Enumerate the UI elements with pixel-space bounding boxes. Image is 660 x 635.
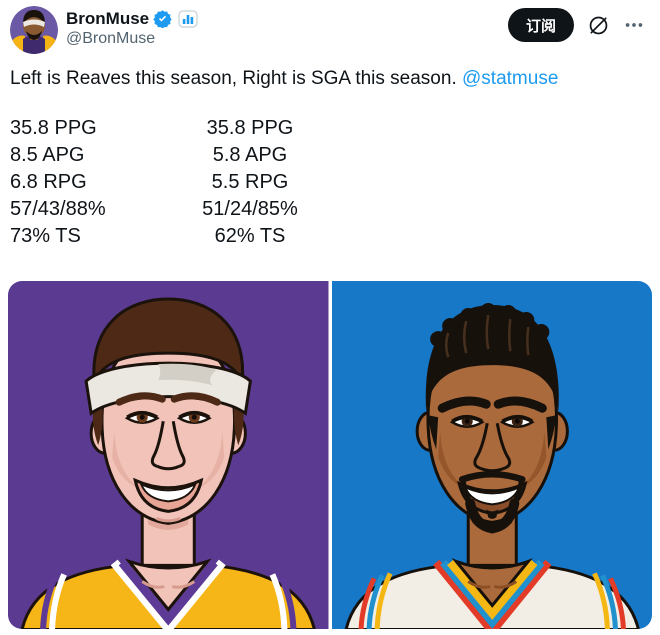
more-ellipsis-icon[interactable] <box>622 13 646 37</box>
header-actions: 订阅 <box>507 8 646 42</box>
subscribe-button[interactable]: 订阅 <box>507 8 574 42</box>
display-name[interactable]: BronMuse <box>66 9 150 28</box>
stat-right-value: 62% TS <box>214 225 286 247</box>
tweet-header: BronMuse @BronMuse <box>0 0 660 54</box>
author-identity: BronMuse @BronMuse <box>66 6 650 49</box>
stat-left-value: 57/43/88% <box>10 198 106 220</box>
player-image-reaves[interactable] <box>8 281 329 629</box>
tweet-text-body: Left is Reaves this season, Right is SGA… <box>10 68 463 89</box>
profile-avatar[interactable] <box>10 6 58 54</box>
stat-right-value: 51/24/85% <box>202 198 298 220</box>
stats-block: 35.8 PPG 35.8 PPG 8.5 APG 5.8 APG 6.8 RPG 5… <box>10 115 660 250</box>
mention-link[interactable]: @statmuse <box>462 68 559 89</box>
tweet-media <box>8 281 652 629</box>
grok-icon[interactable] <box>586 13 610 37</box>
stat-right-value: 5.8 APG <box>212 144 288 166</box>
stat-row: 35.8 PPG 35.8 PPG <box>10 115 660 142</box>
stat-right-value: 35.8 PPG <box>206 117 294 139</box>
stat-row: 8.5 APG 5.8 APG <box>10 142 660 169</box>
stat-row: 73% TS 62% TS <box>10 223 660 250</box>
stat-left-value: 35.8 PPG <box>10 117 97 139</box>
player-image-sga[interactable] <box>331 281 652 629</box>
stat-left-value: 6.8 RPG <box>10 171 87 193</box>
stat-row: 6.8 RPG 5.5 RPG <box>10 169 660 196</box>
verified-badge-icon <box>153 9 172 28</box>
user-handle: @BronMuse <box>66 30 156 47</box>
stat-right-value: 5.5 RPG <box>211 171 289 193</box>
tweet-text: Left is Reaves this season, Right is SGA… <box>10 67 646 91</box>
stat-left-value: 8.5 APG <box>10 144 85 166</box>
analytics-chart-icon <box>178 9 198 28</box>
stat-row: 57/43/88% 51/24/85% <box>10 196 660 223</box>
stat-left-value: 73% TS <box>10 225 81 247</box>
